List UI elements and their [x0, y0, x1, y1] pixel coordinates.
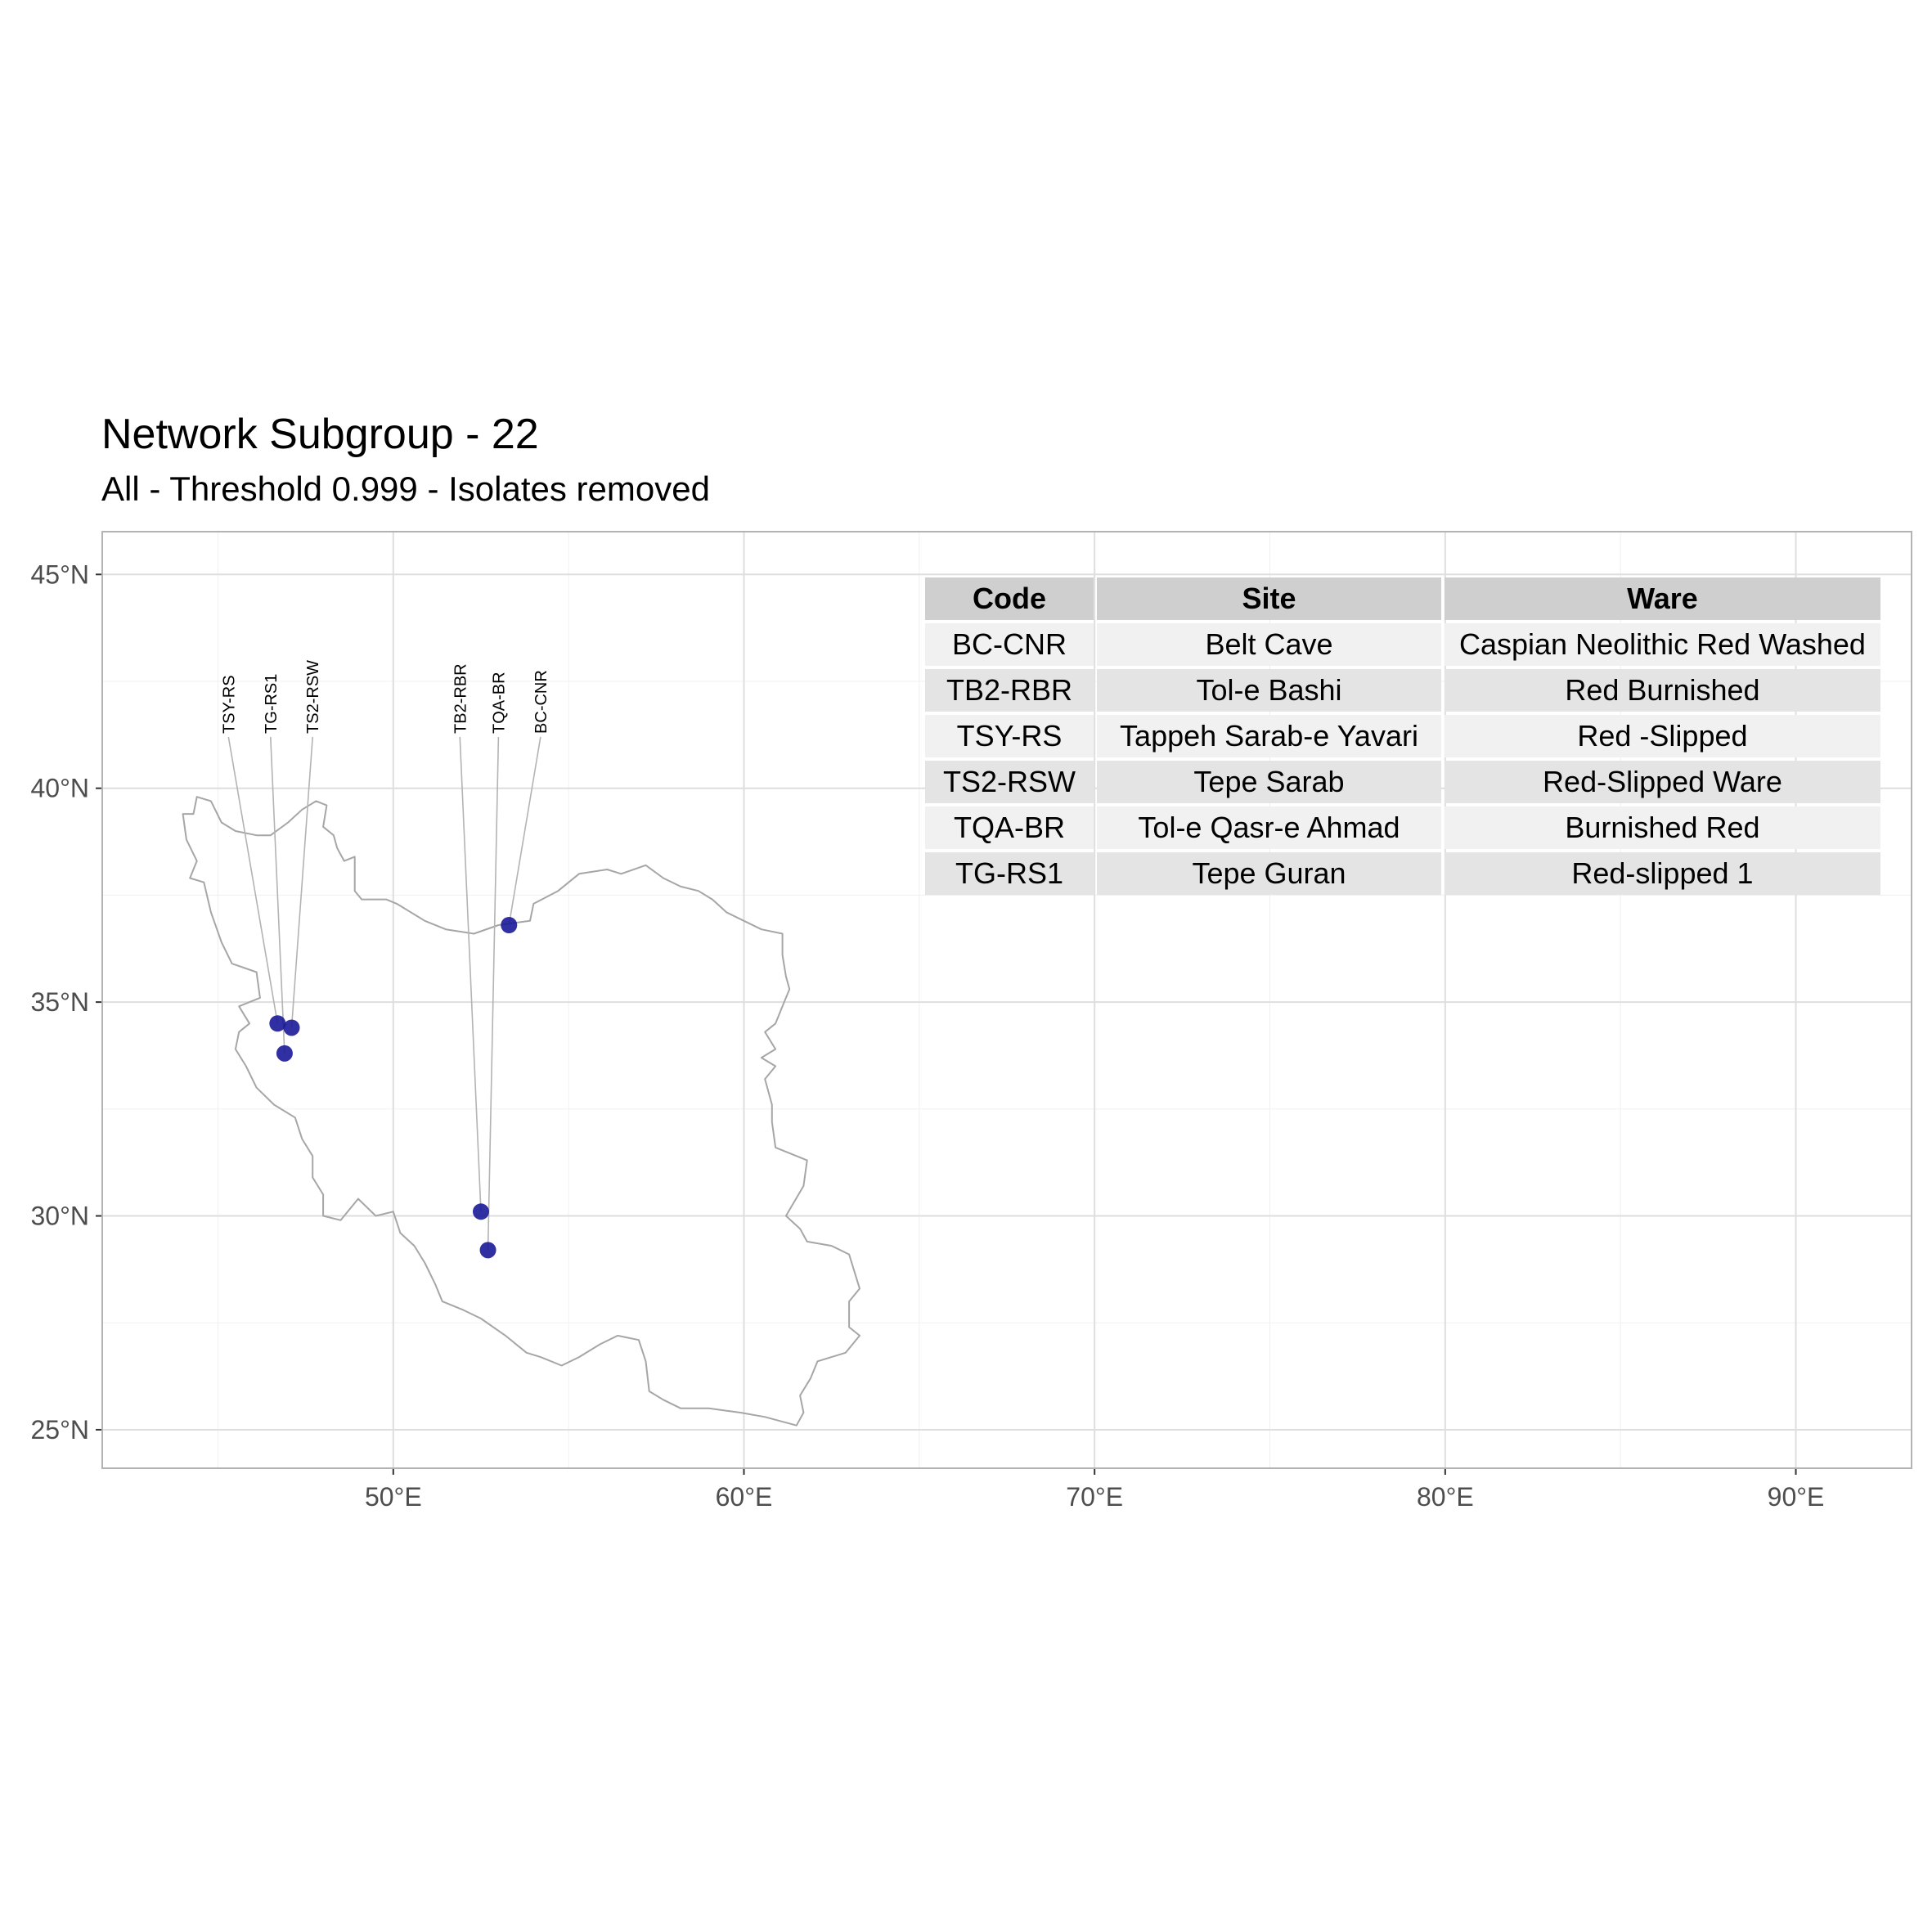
- cell-site: Tappeh Sarab-e Yavari: [1097, 715, 1441, 757]
- x-tick-label: 90°E: [1768, 1482, 1825, 1512]
- axis-tick-labels: 50°E 60°E 70°E 80°E 90°E 25°N 30°N 35°N 40°N 45°N: [31, 559, 1825, 1512]
- cell-site: Tol-e Qasr-e Ahmad: [1097, 806, 1441, 849]
- grid-lines: [102, 532, 1912, 1468]
- site-point: [501, 917, 518, 934]
- site-points: [269, 917, 518, 1259]
- site-label: TQA-BR: [490, 672, 508, 734]
- x-tick-label: 80°E: [1417, 1482, 1474, 1512]
- table-row: TS2-RSW Tepe Sarab Red-Slipped Ware: [925, 761, 1880, 803]
- cell-site: Tepe Sarab: [1097, 761, 1441, 803]
- country-outline: [182, 796, 860, 1427]
- leader-line: [290, 736, 314, 1028]
- site-label: TSY-RS: [220, 675, 238, 734]
- site-point: [472, 1203, 489, 1220]
- header-ware: Ware: [1445, 577, 1880, 620]
- site-legend-table: Code Site Ware BC-CNR Belt Cave Caspian …: [922, 574, 1884, 898]
- site-labels: TSY-RS TG-RS1 TS2-RSW TB2-RBR TQA-BR BC-CNR: [220, 660, 550, 734]
- leader-line: [508, 736, 541, 926]
- legend-header-row: Code Site Ware: [925, 577, 1880, 620]
- site-point: [479, 1242, 496, 1259]
- site-point: [269, 1015, 286, 1032]
- cell-code: BC-CNR: [925, 623, 1094, 666]
- cell-ware: Burnished Red: [1445, 806, 1880, 849]
- cell-site: Tol-e Bashi: [1097, 669, 1441, 712]
- cell-code: TG-RS1: [925, 852, 1094, 895]
- cell-ware: Red Burnished: [1445, 669, 1880, 712]
- cell-ware: Red -Slipped: [1445, 715, 1880, 757]
- x-tick-label: 60°E: [716, 1482, 773, 1512]
- x-tick-label: 50°E: [365, 1482, 422, 1512]
- leader-line: [269, 736, 285, 1054]
- leader-line: [487, 736, 500, 1251]
- header-site: Site: [1097, 577, 1441, 620]
- y-tick-label: 35°N: [31, 987, 90, 1017]
- site-label: TB2-RBR: [452, 663, 470, 734]
- iran-outline: [182, 796, 860, 1427]
- label-leader-lines: [227, 736, 541, 1251]
- cell-code: TB2-RBR: [925, 669, 1094, 712]
- cell-ware: Red-slipped 1: [1445, 852, 1880, 895]
- cell-ware: Red-Slipped Ware: [1445, 761, 1880, 803]
- site-label: TG-RS1: [263, 674, 281, 734]
- leader-line: [227, 736, 279, 1024]
- cell-code: TS2-RSW: [925, 761, 1094, 803]
- table-row: TB2-RBR Tol-e Bashi Red Burnished: [925, 669, 1880, 712]
- table-row: TQA-BR Tol-e Qasr-e Ahmad Burnished Red: [925, 806, 1880, 849]
- panel-border: [101, 531, 1912, 1469]
- cell-code: TQA-BR: [925, 806, 1094, 849]
- y-tick-label: 25°N: [31, 1415, 90, 1445]
- leader-line: [459, 736, 482, 1212]
- header-code: Code: [925, 577, 1094, 620]
- cell-ware: Caspian Neolithic Red Washed: [1445, 623, 1880, 666]
- y-tick-label: 45°N: [31, 559, 90, 589]
- table-row: BC-CNR Belt Cave Caspian Neolithic Red W…: [925, 623, 1880, 666]
- site-point: [283, 1019, 300, 1036]
- map-subtitle: All - Threshold 0.999 - Isolates removed: [101, 470, 710, 508]
- table-row: TG-RS1 Tepe Guran Red-slipped 1: [925, 852, 1880, 895]
- table-row: TSY-RS Tappeh Sarab-e Yavari Red -Slippe…: [925, 715, 1880, 757]
- cell-code: TSY-RS: [925, 715, 1094, 757]
- y-tick-label: 40°N: [31, 774, 90, 803]
- y-tick-label: 30°N: [31, 1202, 90, 1231]
- map-title: Network Subgroup - 22: [101, 411, 539, 458]
- x-tick-label: 70°E: [1066, 1482, 1123, 1512]
- cell-site: Belt Cave: [1097, 623, 1441, 666]
- cell-site: Tepe Guran: [1097, 852, 1441, 895]
- site-label: TS2-RSW: [304, 660, 322, 734]
- site-label: BC-CNR: [532, 670, 550, 734]
- site-point: [276, 1045, 293, 1062]
